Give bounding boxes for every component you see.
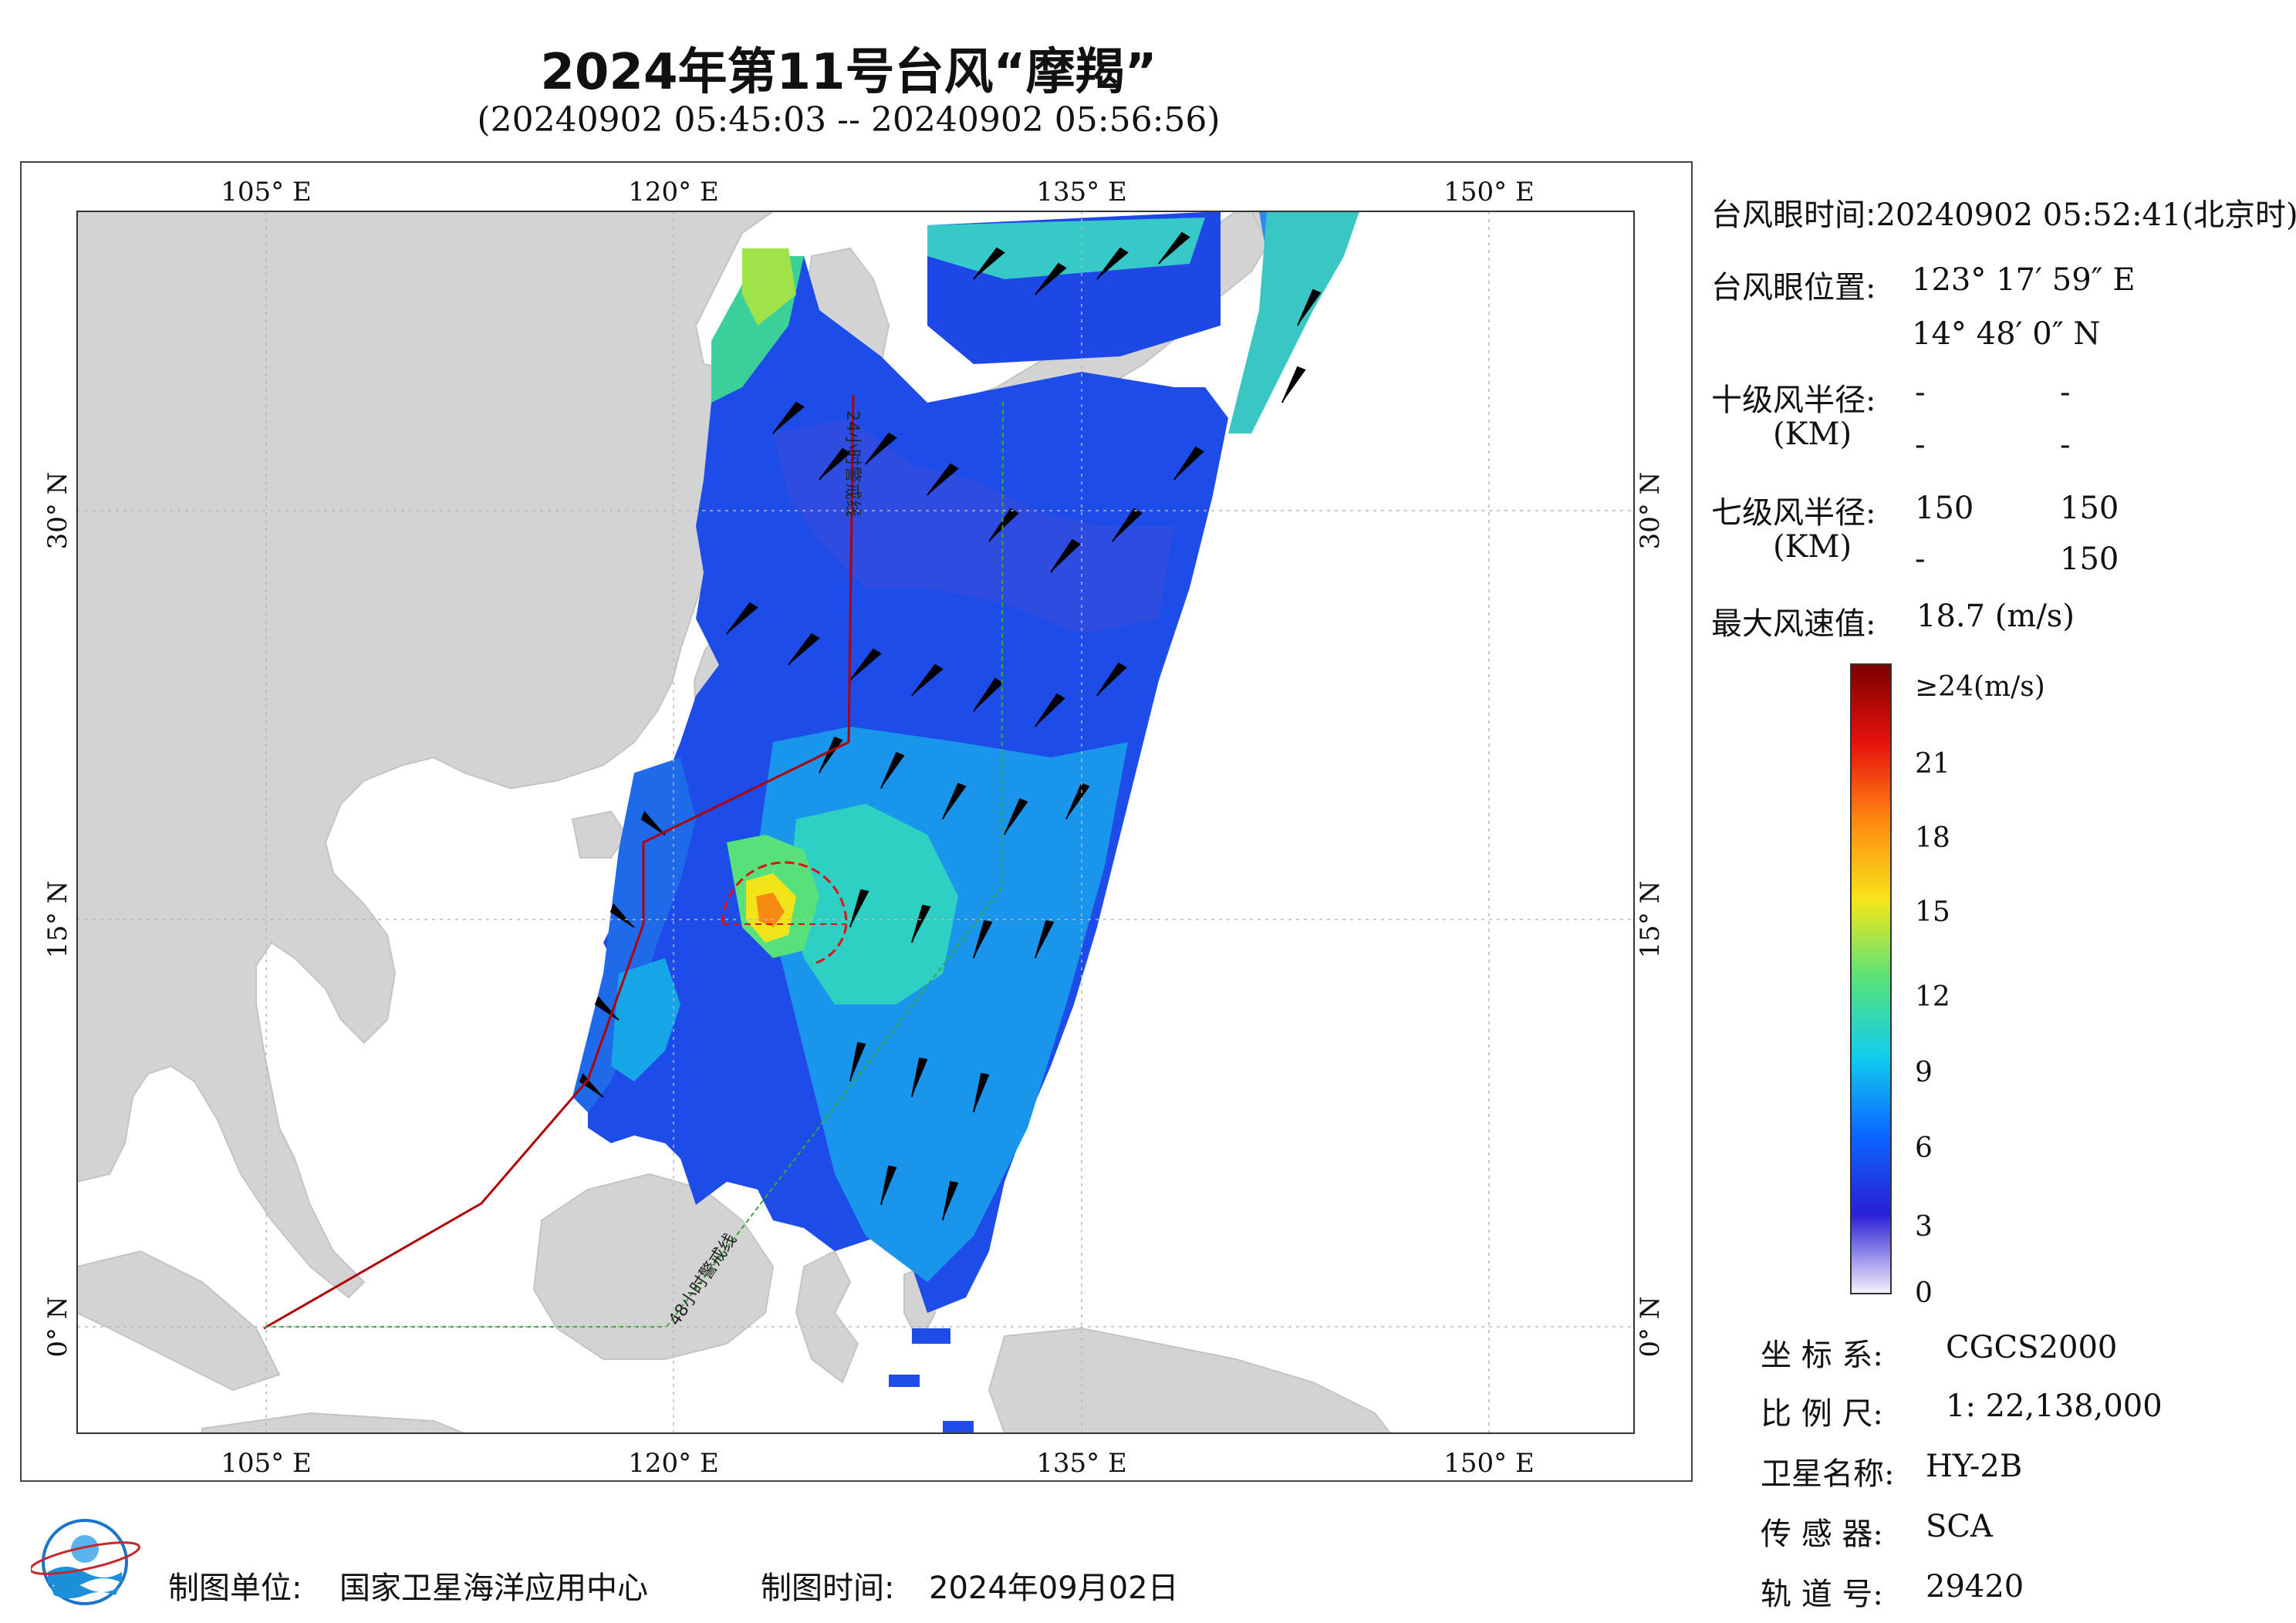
producer-label: 制图单位: — [168, 1571, 302, 1606]
lat-tick-left: 30° N — [42, 472, 73, 550]
r10-value: - — [2060, 375, 2071, 410]
orbit-label: 轨 道 号: — [1761, 1577, 1883, 1612]
colorbar-label: 9 — [1915, 1057, 1933, 1088]
lon-tick-top: 120° E — [628, 177, 719, 208]
colorbar-label: 18 — [1915, 822, 1950, 854]
orbit-value: 29420 — [1926, 1569, 2024, 1604]
production-date-value: 2024年09月02日 — [929, 1571, 1179, 1606]
eye-position-label: 台风眼位置: — [1711, 270, 1876, 305]
sensor-label: 传 感 器: — [1761, 1517, 1883, 1552]
eye-time-value: 20240902 05:52:41(北京时) — [1876, 197, 2296, 233]
satellite-label: 卫星名称: — [1761, 1456, 1895, 1492]
map-subtitle: (20240902 05:45:03 -- 20240902 05:56:56) — [477, 100, 1221, 140]
map-canvas: 24小时警戒线 48小时警戒线 105° E 120° E 135° E 150… — [42, 177, 1666, 1479]
lon-tick-top: 105° E — [221, 177, 312, 208]
lon-tick-bottom: 150° E — [1443, 1448, 1535, 1479]
r10-label: 十级风半径: — [1711, 383, 1876, 418]
nsoas-logo-icon — [31, 1519, 140, 1605]
lat-tick-left: 0° N — [42, 1296, 73, 1357]
scale-value: 1: 22,138,000 — [1946, 1388, 2163, 1424]
map-frame: 24小时警戒线 48小时警戒线 105° E 120° E 135° E 150… — [20, 161, 1693, 1482]
lat-tick-right: 15° N — [1635, 881, 1666, 959]
scale-label: 比 例 尺: — [1761, 1396, 1883, 1432]
sensor-value: SCA — [1926, 1509, 1993, 1544]
map-title: 2024年第11号台风“摩羯” — [540, 44, 1157, 101]
lon-tick-bottom: 105° E — [221, 1448, 312, 1479]
warning-24h-label: 24小时警戒线 — [842, 410, 862, 517]
wind-field-swath — [572, 211, 1359, 1433]
eye-longitude: 123° 17′ 59″ E — [1912, 262, 2136, 298]
colorbar-label: 0 — [1915, 1277, 1933, 1309]
r7-unit: (KM) — [1773, 529, 1852, 565]
r7-value: 150 — [1915, 491, 1974, 526]
lon-tick-bottom: 120° E — [628, 1448, 719, 1479]
max-wind-label: 最大风速值: — [1711, 606, 1876, 642]
max-wind-value: 18.7 (m/s) — [1916, 599, 2075, 634]
eye-time-row: 台风眼时间:20240902 05:52:41(北京时) — [1711, 190, 2296, 235]
r7-value: 150 — [2060, 542, 2119, 577]
r10-value: - — [1915, 375, 1926, 410]
coord-system-label: 坐 标 系: — [1761, 1338, 1883, 1373]
lon-tick-top: 150° E — [1443, 177, 1535, 208]
graticule — [77, 211, 1634, 1433]
r10-unit: (KM) — [1773, 417, 1852, 452]
eye-latitude: 14° 48′ 0″ N — [1912, 316, 2101, 352]
r7-label: 七级风半径: — [1711, 495, 1876, 531]
eye-time-label: 台风眼时间: — [1711, 197, 1876, 233]
production-date-label: 制图时间: — [761, 1571, 895, 1606]
colorbar-label: 15 — [1915, 896, 1950, 928]
colorbar-label: 12 — [1915, 981, 1950, 1013]
colorbar-label: 6 — [1915, 1132, 1933, 1164]
producer-value: 国家卫星海洋应用中心 — [339, 1571, 648, 1606]
wind-barbs — [579, 231, 1322, 1221]
satellite-value: HY-2B — [1926, 1449, 2023, 1484]
lat-tick-left: 15° N — [42, 881, 73, 959]
r10-value: - — [2060, 427, 2071, 463]
colorbar-top-label: ≥24(m/s) — [1915, 671, 2045, 703]
r10-value: - — [1915, 427, 1926, 463]
r7-value: 150 — [2060, 491, 2119, 526]
colorbar-label: 21 — [1915, 748, 1950, 780]
colorbar-label: 3 — [1915, 1211, 1933, 1243]
lat-tick-right: 0° N — [1635, 1296, 1666, 1357]
lon-tick-top: 135° E — [1036, 177, 1127, 208]
lon-tick-bottom: 135° E — [1036, 1448, 1127, 1479]
coord-system-value: CGCS2000 — [1946, 1330, 2118, 1365]
r7-value: - — [1915, 542, 1926, 577]
plot-border — [76, 211, 1635, 1434]
colorbar — [1850, 663, 1892, 1294]
lat-tick-right: 30° N — [1635, 472, 1666, 550]
